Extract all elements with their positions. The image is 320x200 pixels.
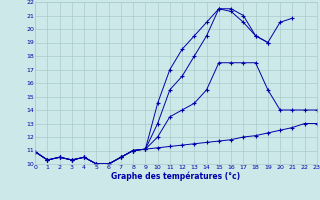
X-axis label: Graphe des températures (°c): Graphe des températures (°c)	[111, 171, 241, 181]
